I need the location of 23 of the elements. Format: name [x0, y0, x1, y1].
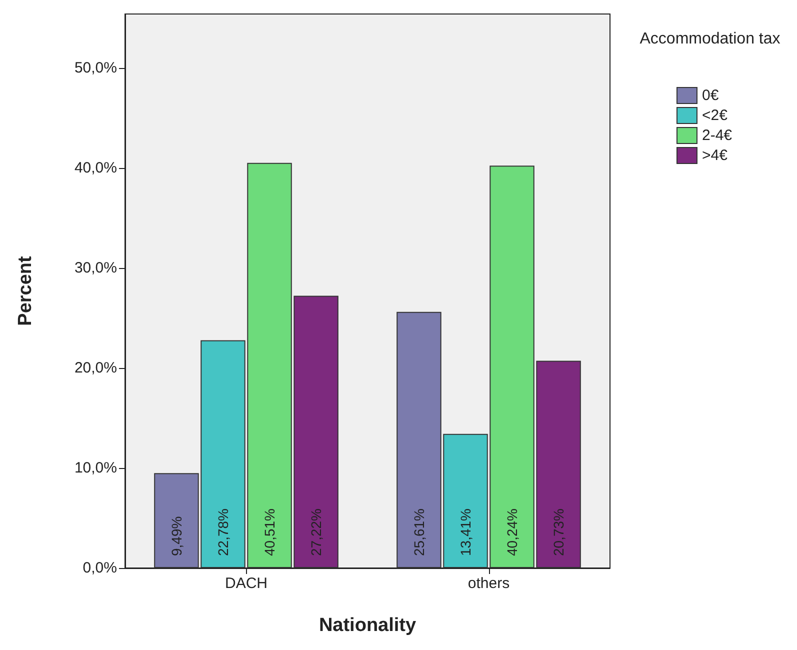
data-label: 9,49% — [168, 516, 184, 556]
data-label: 40,51% — [262, 508, 278, 556]
y-tick-label: 0,0% — [82, 560, 117, 576]
legend-label: 0€ — [702, 87, 720, 104]
y-axis-title: Percent — [15, 255, 36, 326]
y-tick-label: 40,0% — [74, 160, 117, 176]
y-tick-label: 20,0% — [74, 360, 117, 376]
legend-title: Accommodation tax — [640, 30, 780, 48]
x-axis-title: Nationality — [318, 615, 416, 636]
data-label: 27,22% — [308, 508, 324, 556]
data-label: 13,41% — [457, 508, 474, 556]
y-tick-label: 50,0% — [74, 60, 117, 76]
y-tick-label: 10,0% — [74, 460, 117, 476]
y-tick-label: 30,0% — [74, 260, 117, 276]
x-tick-label: others — [468, 575, 510, 592]
legend-label: >4€ — [702, 147, 728, 164]
data-label: 25,61% — [410, 508, 427, 556]
data-label: 40,24% — [504, 508, 520, 556]
data-label: 20,73% — [550, 508, 567, 556]
x-tick-label: DACH — [224, 575, 268, 592]
data-label: 22,78% — [214, 508, 231, 556]
legend-label: <2€ — [702, 107, 728, 124]
legend-label: 2-4€ — [702, 127, 733, 144]
